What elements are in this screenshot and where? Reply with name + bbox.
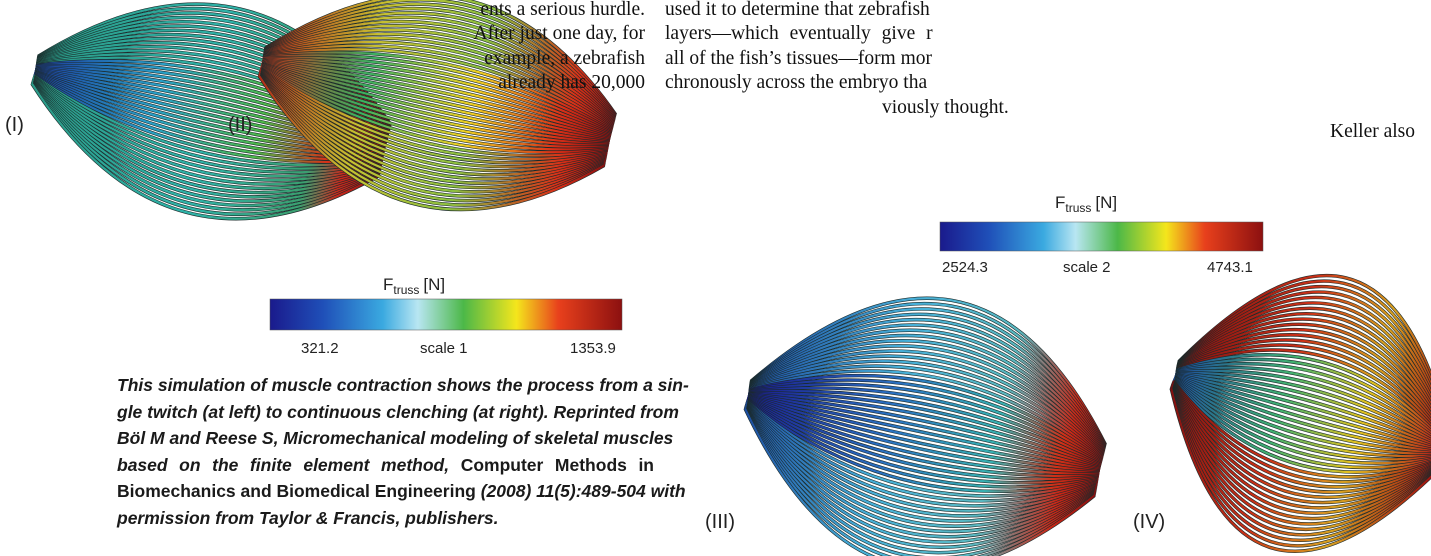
text-line: chronously across the embryo tha <box>665 71 927 96</box>
caption-segment: Computer Methods in <box>461 455 654 475</box>
colorbar-min: 2524.3 <box>942 259 988 276</box>
caption-line: Biomechanics and Biomedical Engineering … <box>117 478 654 505</box>
caption-segment: (2008) 11(5):489-504 with <box>481 481 686 501</box>
colorbar-gradient <box>940 222 1263 251</box>
caption-segment: Böl M and Reese S, Micromechanical model… <box>117 428 673 448</box>
text-line: viously thought. <box>882 96 1009 121</box>
caption-line: based on the finite element method, Comp… <box>117 452 654 479</box>
colorbar-max: 1353.9 <box>570 340 616 357</box>
caption-segment: permission from Taylor & Francis, publis… <box>117 508 499 528</box>
caption-segment: This simulation of muscle contraction sh… <box>117 375 689 395</box>
subscript: truss <box>1065 201 1091 215</box>
text-line: all of the fish’s tissues—form mor <box>665 47 932 72</box>
caption-line: Böl M and Reese S, Micromechanical model… <box>117 425 654 452</box>
page: (I) (II) (III) (IV) Ftruss [N] 321.2 scal… <box>0 0 1431 556</box>
colorbar-gradient <box>270 299 622 330</box>
caption-segment: Biomechanics and Biomedical Engineering <box>117 481 476 501</box>
colorbar: Ftruss [N] 321.2 scale 1 1353.9 <box>270 275 622 357</box>
caption-line: This simulation of muscle contraction sh… <box>117 372 654 399</box>
panel-label: (IV) <box>1133 511 1165 533</box>
text-line: After just one day, for <box>474 22 645 47</box>
text-line: ents a serious hurdle. <box>480 0 645 23</box>
colorbar-title: Ftruss [N] <box>383 275 445 297</box>
caption-line: permission from Taylor & Francis, publis… <box>117 505 654 532</box>
text-line: used it to determine that zebrafish <box>665 0 930 23</box>
colorbar-min: 321.2 <box>301 340 339 357</box>
caption-segment: based on the finite element method, <box>117 455 449 475</box>
caption-line: gle twitch (at left) to continuous clenc… <box>117 399 654 426</box>
unit: [N] <box>1095 193 1117 212</box>
colorbar: Ftruss [N] 2524.3 scale 2 4743.1 <box>940 193 1263 276</box>
text-line: layers—which eventually give r <box>665 22 933 47</box>
subscript: truss <box>393 283 419 297</box>
panel-label: (I) <box>5 114 24 136</box>
caption-segment: gle twitch (at left) to continuous clenc… <box>117 402 679 422</box>
text-line: example, a zebrafish <box>484 47 645 72</box>
unit: [N] <box>423 275 445 294</box>
colorbar-label: scale 1 <box>420 340 468 357</box>
symbol: F <box>1055 193 1065 212</box>
caption: This simulation of muscle contraction sh… <box>117 372 654 532</box>
panel-label: (II) <box>228 114 252 136</box>
symbol: F <box>383 275 393 294</box>
panel-label: (III) <box>705 511 735 533</box>
colorbar-label: scale 2 <box>1063 259 1111 276</box>
text-line: Keller also <box>1330 120 1415 145</box>
colorbar-title: Ftruss [N] <box>1055 193 1117 215</box>
colorbar-max: 4743.1 <box>1207 259 1253 276</box>
text-line: already has 20,000 <box>498 71 645 96</box>
